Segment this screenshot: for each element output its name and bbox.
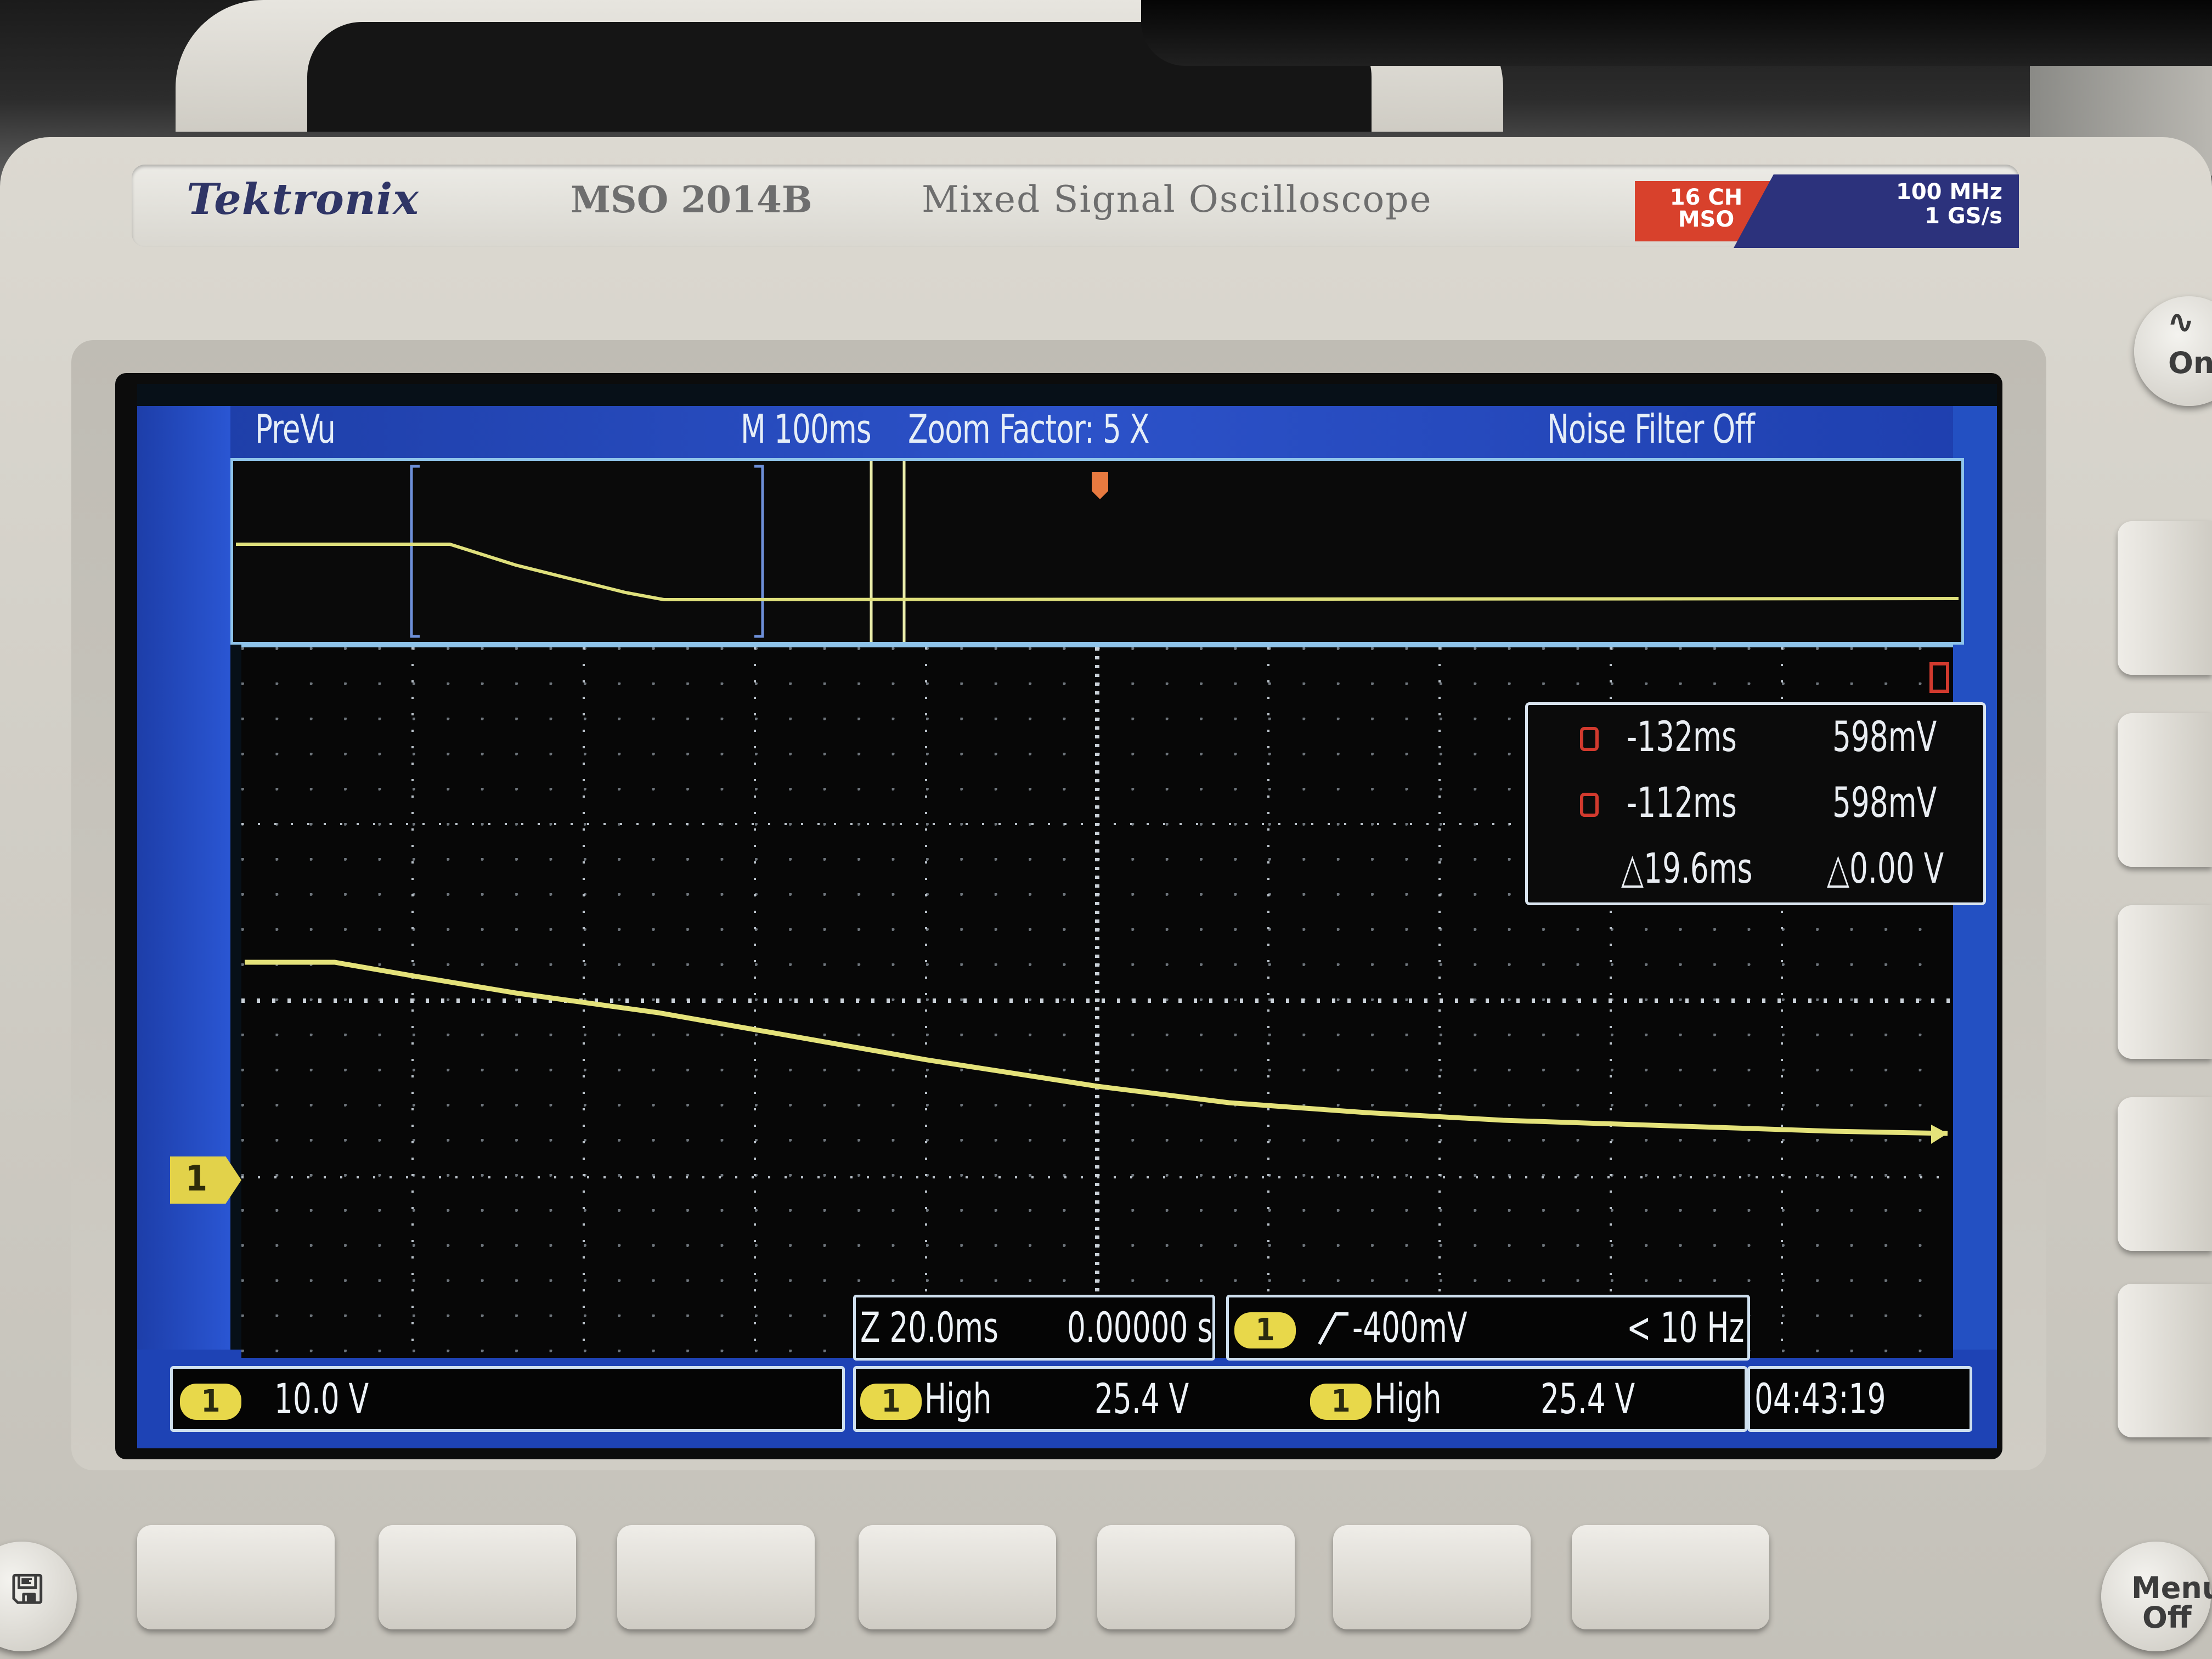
trigger-channel-badge: 1	[1234, 1312, 1296, 1348]
bottom-button-7[interactable]	[1572, 1525, 1769, 1629]
cursor1-time: -132ms	[1627, 712, 1737, 761]
zoom-factor-label: Zoom Factor: 5 X	[908, 406, 1149, 452]
zoom-bracket-right	[754, 465, 764, 638]
zoom-info-box	[853, 1295, 1215, 1361]
menu-off-label-1: Menu	[2131, 1571, 2212, 1605]
side-button-2[interactable]	[2118, 713, 2212, 867]
zoom-scale: Z 20.0ms	[860, 1303, 998, 1352]
meas2-channel-badge: 1	[1310, 1384, 1372, 1420]
meas1-channel-badge: 1	[860, 1384, 922, 1420]
ch1-ground-marker-label: 1	[185, 1159, 208, 1199]
trigger-level: -400mV	[1352, 1303, 1468, 1352]
meas1-label: High	[924, 1374, 992, 1423]
cursor-readout	[1525, 702, 1986, 905]
channels-badge-line2: MSO	[1678, 207, 1735, 232]
clock-box	[1747, 1366, 1972, 1432]
bottom-button-1[interactable]	[137, 1525, 335, 1629]
rising-edge-icon	[1318, 1312, 1348, 1345]
channel-scale-box	[170, 1366, 845, 1432]
meas1-value: 25.4 V	[1094, 1374, 1189, 1423]
cursor-b-icon	[1580, 793, 1599, 817]
bottom-button-6[interactable]	[1333, 1525, 1531, 1629]
specs-badge-line1: 100 MHz	[1896, 179, 2002, 205]
specs-badge: 100 MHz 1 GS/s	[1734, 174, 2019, 248]
specs-badge-line2: 1 GS/s	[1925, 204, 2002, 229]
zoom-position: 0.00000 s	[1067, 1303, 1213, 1352]
ch1-ground-marker[interactable]: 1	[170, 1156, 241, 1204]
trigger-position-marker	[1092, 472, 1108, 499]
clock: 04:43:19	[1754, 1374, 1886, 1423]
delta-volt: △0.00 V	[1827, 844, 1944, 893]
side-button-1[interactable]	[2118, 521, 2212, 675]
bottom-button-5[interactable]	[1097, 1525, 1295, 1629]
cable	[1141, 0, 2212, 66]
bottom-button-2[interactable]	[379, 1525, 576, 1629]
cursor1-volt: 598mV	[1832, 712, 1937, 761]
menu-off-label-2: Off	[2142, 1600, 2192, 1635]
side-button-5[interactable]	[2118, 1284, 2212, 1437]
save-icon: 🖫	[11, 1567, 44, 1612]
mode-label: PreVu	[255, 406, 336, 452]
side-button-4[interactable]	[2118, 1097, 2212, 1251]
meas2-label: High	[1374, 1374, 1442, 1423]
cursor-a-icon	[1580, 727, 1599, 751]
bottom-button-4[interactable]	[859, 1525, 1056, 1629]
measurement-box	[853, 1366, 1747, 1432]
meas2-value: 25.4 V	[1541, 1374, 1635, 1423]
trigger-frequency: < 10 Hz	[1627, 1303, 1745, 1352]
bottom-button-3[interactable]	[617, 1525, 815, 1629]
on-button-label: On	[2168, 346, 2212, 380]
overview-trace-svg	[236, 461, 1959, 642]
channels-badge-line1: 16 CH	[1669, 185, 1743, 210]
cursor2-time: -112ms	[1627, 778, 1737, 827]
cursor2-volt: 598mV	[1832, 778, 1937, 827]
ch1-scale: 10.0 V	[274, 1374, 369, 1423]
cursor-marker-top-right	[1929, 662, 1949, 693]
side-button-3[interactable]	[2118, 905, 2212, 1059]
timebase-label: M 100ms	[741, 406, 872, 452]
left-margin-bar	[137, 406, 230, 1361]
menu-off-button[interactable]: Menu Off	[2101, 1542, 2212, 1651]
wave-icon: ∿	[2167, 303, 2195, 341]
trigger-info-box	[1226, 1295, 1750, 1361]
noise-filter-label: Noise Filter Off	[1547, 406, 1755, 452]
brand-logo: Tektronix	[187, 174, 419, 224]
delta-time: △19.6ms	[1621, 844, 1753, 893]
zoom-bracket-left	[410, 465, 420, 638]
model-name: MSO 2014B	[571, 178, 812, 221]
top-status-bar	[137, 406, 1997, 461]
waveform-trace	[245, 960, 1948, 1136]
ch1-badge: 1	[180, 1384, 241, 1420]
overview-trace	[236, 543, 1959, 601]
trigger-level-marker	[1931, 1125, 1948, 1144]
model-description: Mixed Signal Oscilloscope	[922, 178, 1432, 221]
